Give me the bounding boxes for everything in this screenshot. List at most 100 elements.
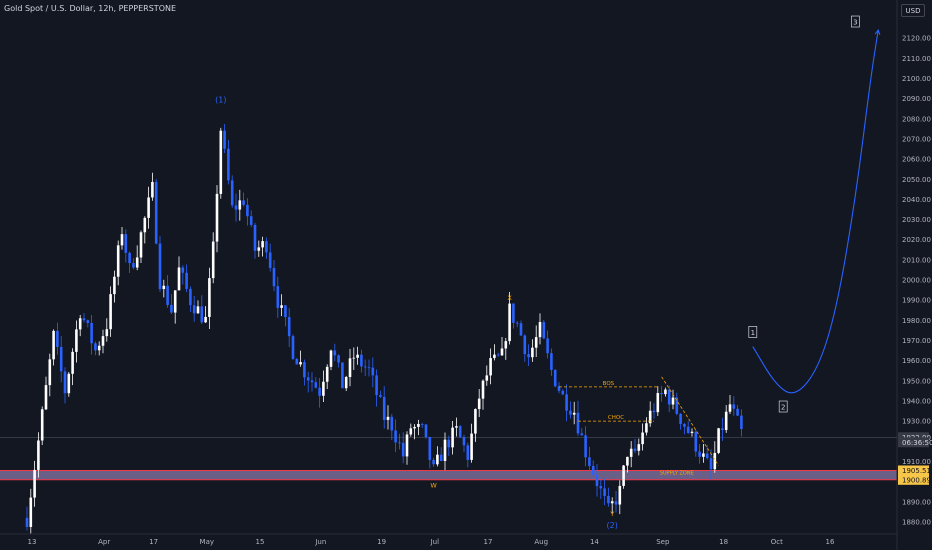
- price-tick-label: 2010.00: [902, 256, 931, 264]
- candle-body: [474, 409, 477, 434]
- candle-body: [542, 322, 546, 339]
- candle-body: [287, 317, 291, 337]
- wave-marker-2: 2: [781, 404, 785, 412]
- candle-body: [94, 343, 97, 351]
- candle-body: [591, 465, 595, 475]
- candle-body: [86, 320, 90, 324]
- candle-body: [504, 341, 508, 349]
- wave-marker-3-box: [851, 15, 860, 28]
- candle-body: [629, 448, 633, 457]
- candle-body: [382, 396, 386, 420]
- candle-body: [610, 501, 614, 504]
- candle-body: [113, 276, 116, 295]
- price-badge: 06:36:50: [902, 439, 932, 447]
- candle-body: [561, 390, 565, 395]
- candle-body: [728, 404, 732, 412]
- candle-body: [215, 193, 219, 242]
- candle-body: [295, 358, 299, 365]
- price-tick-label: 2000.00: [902, 277, 931, 285]
- candle-body: [341, 362, 344, 389]
- candle-body: [200, 306, 204, 323]
- wave-marker-3: 3: [853, 19, 857, 27]
- candle-body: [272, 267, 276, 287]
- candle-body: [234, 205, 238, 210]
- candle-body: [477, 398, 481, 410]
- candle-body: [170, 304, 173, 313]
- level-bos-label: BOS: [603, 381, 615, 387]
- candle-body: [607, 495, 610, 504]
- time-tick-label: 13: [28, 538, 37, 546]
- price-tick-label: 2100.00: [902, 75, 931, 83]
- candle-body: [154, 181, 158, 244]
- candle-body: [508, 303, 511, 342]
- candle-body: [276, 286, 280, 308]
- candle-body: [648, 410, 652, 424]
- level-choc-label: CHOC: [608, 415, 624, 421]
- candle-body: [420, 424, 424, 425]
- candle-body: [519, 323, 523, 336]
- candle-body: [303, 362, 306, 378]
- price-badge: 1900.89: [902, 476, 931, 484]
- price-tick-label: 2120.00: [902, 35, 931, 43]
- time-tick-label: 14: [590, 538, 599, 546]
- currency-button[interactable]: USD: [901, 4, 925, 17]
- time-tick-label: 19: [377, 538, 386, 546]
- projection-arrowhead: [874, 28, 881, 35]
- supply-zone-band: [0, 470, 897, 480]
- candle-body: [588, 457, 591, 466]
- annotation-y: Y: [609, 510, 614, 518]
- candle-body: [78, 318, 82, 330]
- candle-body: [52, 330, 55, 360]
- candle-body: [219, 130, 223, 194]
- candle-body: [151, 181, 154, 198]
- candle-body: [196, 306, 200, 314]
- candle-body: [177, 267, 181, 291]
- supply-zone-label: SUPPLY ZONE: [660, 470, 694, 476]
- candle-body: [246, 204, 249, 217]
- candle-body: [124, 234, 128, 253]
- candle-body: [242, 200, 245, 205]
- candle-body: [261, 241, 264, 248]
- candle-body: [736, 408, 739, 416]
- candle-body: [211, 241, 215, 279]
- candle-body: [413, 426, 416, 429]
- candle-body: [158, 243, 162, 290]
- candle-body: [614, 501, 618, 505]
- candle-body: [116, 245, 120, 277]
- candle-body: [173, 290, 177, 313]
- time-axis[interactable]: 13 Apr 17 May 15 Jun 19 Jul 17 Aug 14 Sep 18 Oct 16: [0, 533, 897, 546]
- candle-body: [40, 409, 44, 441]
- candle-body: [379, 395, 382, 397]
- candle-body: [626, 456, 629, 466]
- wave-marker-2-box: [778, 400, 788, 413]
- price-tick-label: 2020.00: [902, 236, 931, 244]
- candle-body: [531, 347, 534, 358]
- candle-body: [527, 354, 530, 358]
- price-tick-label: 2030.00: [902, 216, 931, 224]
- time-tick-label: Jun: [314, 538, 326, 546]
- candle-body: [641, 432, 644, 445]
- candle-body: [443, 439, 447, 461]
- candle-body: [652, 410, 656, 413]
- time-tick-label: 18: [719, 538, 728, 546]
- candle-body: [702, 453, 705, 457]
- candle-body: [299, 362, 302, 365]
- candle-body: [371, 367, 375, 376]
- time-tick-label: May: [200, 538, 214, 546]
- candle-body: [192, 305, 196, 314]
- price-tick-label: 1940.00: [902, 397, 931, 405]
- candle-body: [230, 180, 234, 206]
- candle-body: [660, 393, 663, 395]
- candle-body: [481, 380, 485, 399]
- price-axis[interactable]: 2120.00 2110.00 2100.00 2090.00 2080.00 2070.…: [896, 0, 931, 550]
- candle-body: [25, 517, 29, 527]
- candle-body: [553, 369, 557, 387]
- candle-body: [683, 424, 686, 427]
- candle-body: [367, 367, 371, 369]
- candle-body: [451, 427, 454, 448]
- price-badge-bg: [898, 474, 929, 485]
- price-tick-label: 2110.00: [902, 55, 931, 63]
